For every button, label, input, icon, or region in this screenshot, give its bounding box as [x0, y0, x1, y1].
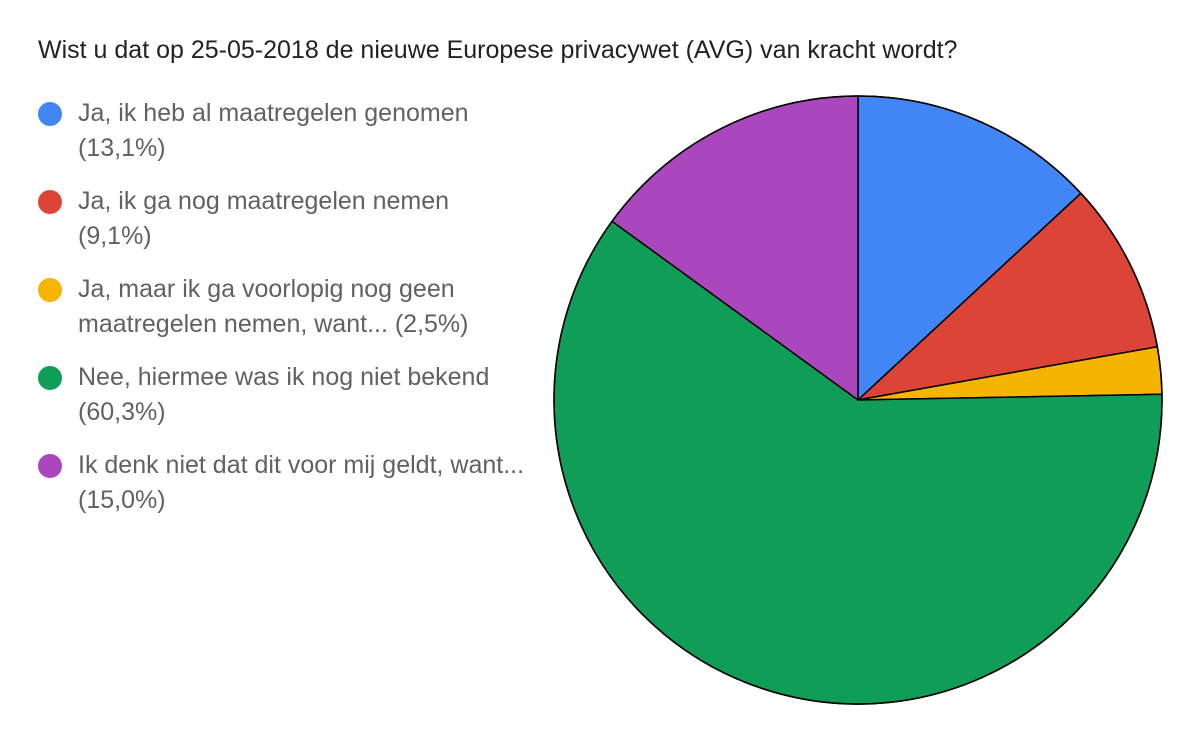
- legend-item: Ja, ik ga nog maatregelen nemen (9,1%): [38, 184, 528, 254]
- legend-label: Ja, maar ik ga voorlopig nog geen maatre…: [78, 275, 469, 338]
- legend-swatch: [38, 454, 62, 478]
- legend-item: Ik denk niet dat dit voor mij geldt, wan…: [38, 448, 528, 518]
- legend-swatch: [38, 102, 62, 126]
- legend-label: Nee, hiermee was ik nog niet bekend (60,…: [78, 363, 490, 426]
- pie-outline: [553, 95, 1163, 705]
- legend-label: Ik denk niet dat dit voor mij geldt, wan…: [78, 451, 525, 514]
- legend-label: Ja, ik heb al maatregelen genomen (13,1%…: [78, 99, 469, 162]
- pie-slices: [553, 95, 1163, 705]
- legend-item: Nee, hiermee was ik nog niet bekend (60,…: [38, 360, 528, 430]
- legend-swatch: [38, 190, 62, 214]
- chart-title: Wist u dat op 25-05-2018 de nieuwe Europ…: [38, 36, 958, 64]
- legend-item: Ja, ik heb al maatregelen genomen (13,1%…: [38, 96, 528, 166]
- legend-item: Ja, maar ik ga voorlopig nog geen maatre…: [38, 272, 528, 342]
- legend-swatch: [38, 366, 62, 390]
- legend-label: Ja, ik ga nog maatregelen nemen (9,1%): [78, 187, 450, 250]
- legend-swatch: [38, 278, 62, 302]
- legend: Ja, ik heb al maatregelen genomen (13,1%…: [38, 96, 528, 536]
